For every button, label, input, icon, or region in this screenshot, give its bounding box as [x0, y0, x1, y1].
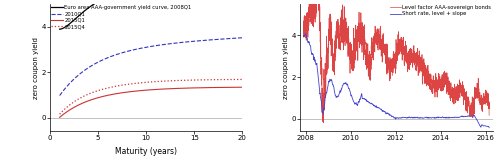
Y-axis label: zero coupon yield: zero coupon yield — [282, 37, 288, 99]
2010Q1 — [166, 43, 172, 45]
Level factor AAA-sovereign bonds — [320, 122, 326, 124]
2015Q4 — [156, 81, 162, 82]
2010Q1 — [144, 46, 150, 48]
2015Q1 — [235, 86, 241, 88]
2015Q4 — [166, 80, 172, 82]
Level factor AAA-sovereign bonds — [334, 38, 340, 40]
2010Q1 — [156, 44, 162, 46]
Level factor AAA-sovereign bonds — [468, 108, 474, 110]
2010Q1 — [206, 39, 212, 41]
Legend: Level factor AAA-sovereign bonds, Short rate, level + slope: Level factor AAA-sovereign bonds, Short … — [390, 5, 492, 16]
Short rate, level + slope — [486, 127, 492, 129]
2015Q1 — [166, 88, 172, 90]
2015Q4 — [144, 81, 150, 83]
Level factor AAA-sovereign bonds — [450, 101, 456, 103]
2015Q4 — [240, 78, 246, 80]
2015Q4 — [144, 81, 150, 83]
2015Q1 — [144, 89, 150, 91]
2015Q4 — [56, 113, 62, 115]
2010Q1 — [240, 37, 246, 39]
Y-axis label: zero coupon yield: zero coupon yield — [32, 37, 38, 99]
Euro area AAA-government yield curve, 2008Q1 — [56, 28, 62, 30]
2015Q1 — [56, 116, 62, 118]
Level factor AAA-sovereign bonds — [407, 63, 413, 65]
Short rate, level + slope — [333, 96, 339, 98]
2010Q1 — [144, 46, 150, 48]
Level factor AAA-sovereign bonds — [486, 114, 492, 116]
Line: 2015Q1: 2015Q1 — [60, 87, 242, 117]
2015Q1 — [206, 87, 212, 89]
Level factor AAA-sovereign bonds — [470, 114, 476, 116]
Short rate, level + slope — [302, 33, 308, 35]
2015Q4 — [235, 78, 241, 80]
Line: 2015Q4: 2015Q4 — [60, 79, 242, 114]
Short rate, level + slope — [407, 116, 413, 118]
Line: Euro area AAA-government yield curve, 2008Q1: Euro area AAA-government yield curve, 20… — [60, 0, 242, 29]
2015Q4 — [206, 79, 212, 81]
Line: Short rate, level + slope: Short rate, level + slope — [304, 34, 489, 128]
Line: Level factor AAA-sovereign bonds: Level factor AAA-sovereign bonds — [304, 0, 489, 123]
2015Q1 — [144, 89, 150, 91]
2015Q1 — [156, 88, 162, 90]
Short rate, level + slope — [468, 115, 474, 117]
2010Q1 — [56, 95, 62, 97]
Line: 2010Q1: 2010Q1 — [60, 38, 242, 96]
2010Q1 — [235, 37, 241, 39]
2015Q1 — [240, 86, 246, 88]
Short rate, level + slope — [470, 114, 476, 116]
Short rate, level + slope — [334, 96, 340, 98]
Level factor AAA-sovereign bonds — [300, 22, 306, 24]
Level factor AAA-sovereign bonds — [333, 34, 339, 36]
Short rate, level + slope — [300, 35, 306, 37]
X-axis label: Maturity (years): Maturity (years) — [115, 147, 177, 156]
Legend: Euro area AAA-government yield curve, 2008Q1, 2010Q1, 2015Q1, 2015Q4: Euro area AAA-government yield curve, 20… — [51, 5, 192, 29]
Short rate, level + slope — [450, 117, 456, 119]
